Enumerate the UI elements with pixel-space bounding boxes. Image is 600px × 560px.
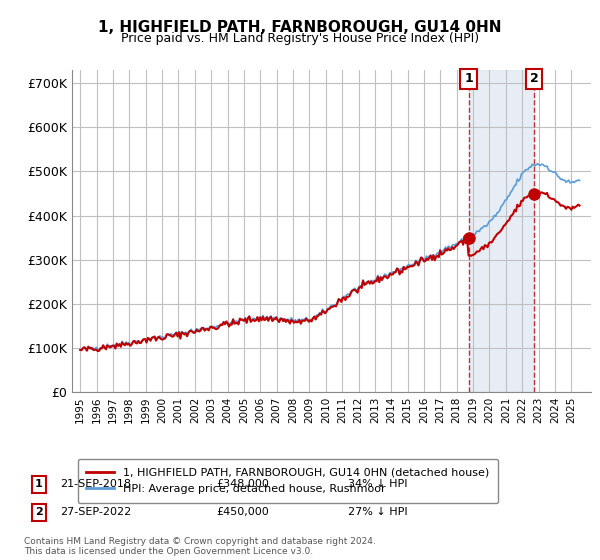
Text: 27-SEP-2022: 27-SEP-2022 bbox=[60, 507, 131, 517]
Text: 1: 1 bbox=[35, 479, 43, 489]
Text: 1, HIGHFIELD PATH, FARNBOROUGH, GU14 0HN: 1, HIGHFIELD PATH, FARNBOROUGH, GU14 0HN bbox=[98, 20, 502, 35]
Text: This data is licensed under the Open Government Licence v3.0.: This data is licensed under the Open Gov… bbox=[24, 547, 313, 556]
Text: 21-SEP-2018: 21-SEP-2018 bbox=[60, 479, 131, 489]
Text: 34% ↓ HPI: 34% ↓ HPI bbox=[348, 479, 407, 489]
Text: Contains HM Land Registry data © Crown copyright and database right 2024.: Contains HM Land Registry data © Crown c… bbox=[24, 537, 376, 546]
Text: 27% ↓ HPI: 27% ↓ HPI bbox=[348, 507, 407, 517]
Legend: 1, HIGHFIELD PATH, FARNBOROUGH, GU14 0HN (detached house), HPI: Average price, d: 1, HIGHFIELD PATH, FARNBOROUGH, GU14 0HN… bbox=[77, 459, 498, 503]
Text: Price paid vs. HM Land Registry's House Price Index (HPI): Price paid vs. HM Land Registry's House … bbox=[121, 32, 479, 45]
Text: £348,000: £348,000 bbox=[216, 479, 269, 489]
Text: 2: 2 bbox=[530, 72, 539, 85]
Text: £450,000: £450,000 bbox=[216, 507, 269, 517]
Text: 2: 2 bbox=[35, 507, 43, 517]
Text: 1: 1 bbox=[464, 72, 473, 85]
Bar bbox=[469, 70, 535, 392]
